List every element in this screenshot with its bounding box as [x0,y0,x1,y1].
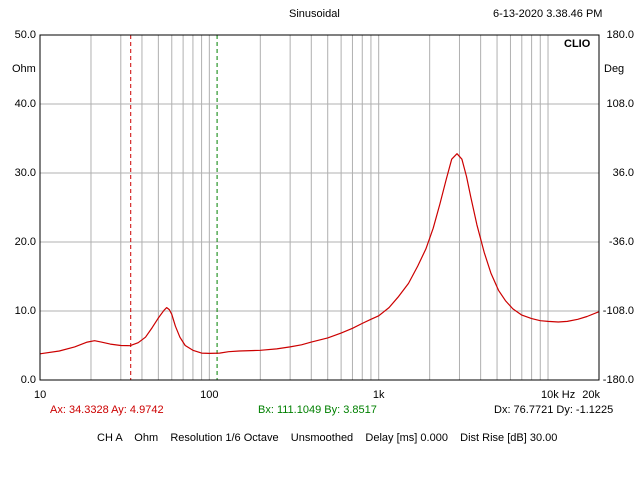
right-tick-label: 180.0 [606,29,634,41]
left-tick-label: 20.0 [14,236,36,248]
right-tick-label: -36.0 [608,236,634,248]
brand-label: CLIO [564,38,591,50]
x-tick-label: 10k Hz [541,389,576,401]
cursor-lines [130,35,218,380]
right-axis-unit: Deg [604,63,625,75]
plot-frame [39,34,600,381]
left-tick-label: 50.0 [14,29,36,41]
cursor-a-readout: Ax: 34.3328 Ay: 4.9742 [50,404,164,416]
x-tick-label: 1k [372,389,385,401]
timestamp: 6-13-2020 3.38.46 PM [493,8,603,20]
x-tick-label: 10 [34,389,47,401]
right-tick-label: -108.0 [602,305,634,317]
delta-readout: Dx: 76.7721 Dy: -1.1225 [494,404,614,416]
left-tick-label: 0.0 [20,374,36,386]
settings-line: CH A Ohm Resolution 1/6 Octave Unsmoothe… [97,432,558,444]
left-tick-label: 40.0 [14,98,36,110]
right-tick-label: -180.0 [602,374,634,386]
left-tick-label: 30.0 [14,167,36,179]
x-tick-label: 20k [582,389,600,401]
left-axis-unit: Ohm [12,63,36,75]
right-tick-label: 108.0 [606,98,634,110]
grid [40,35,599,380]
impedance-curve [39,153,600,355]
left-tick-label: 10.0 [14,305,36,317]
chart-title: Sinusoidal [289,8,340,20]
curve-layer [39,153,600,355]
cursor-b-readout: Bx: 111.1049 By: 3.8517 [258,404,377,416]
right-tick-label: 36.0 [612,167,634,179]
x-tick-label: 100 [200,389,219,401]
